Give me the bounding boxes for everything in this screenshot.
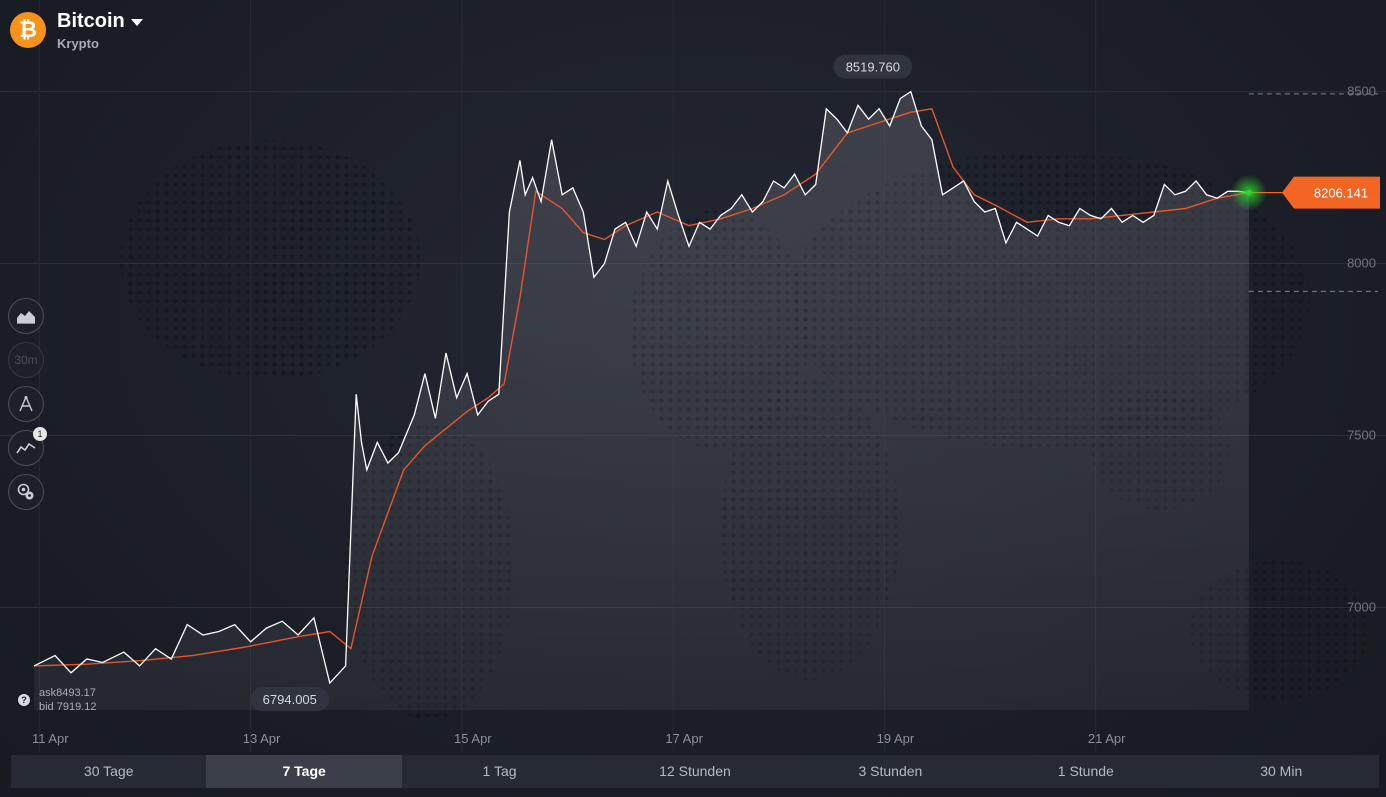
timeframe-label: 30m: [14, 353, 38, 367]
current-price-value: 8206.141: [1314, 186, 1368, 201]
indicators-count-badge: 1: [33, 427, 47, 441]
x-tick-label: 17 Apr: [665, 731, 703, 746]
high-price-label: 8519.760: [833, 54, 913, 79]
moving-average-line: [33, 108, 1250, 667]
help-icon[interactable]: ?: [18, 694, 30, 706]
x-tick-label: 11 Apr: [32, 731, 69, 746]
y-tick-label: 7000: [1347, 599, 1376, 614]
compass-icon: [19, 396, 33, 412]
period-tab-30-tage[interactable]: 30 Tage: [83, 763, 134, 779]
price-line: [33, 90, 1249, 685]
high-price-label-text: 8519.760: [846, 60, 900, 75]
x-tick-label: 21 Apr: [1088, 731, 1126, 746]
chart-axes: 7000 7500 8000 8500 11 Apr 13 Apr 15 Apr 17 Apr…: [32, 84, 1376, 746]
y-tick-label: 8000: [1347, 256, 1376, 271]
drawing-tools-button[interactable]: [8, 386, 44, 422]
current-price-tag: 8206.141: [1282, 176, 1380, 209]
period-tab-1-stunde[interactable]: 1 Stunde: [1057, 763, 1114, 779]
low-price-label-bg: [250, 687, 330, 712]
settings-button[interactable]: [8, 474, 44, 510]
bitcoin-icon: ₿: [10, 12, 46, 48]
y-tick-label: 8500: [1347, 84, 1376, 99]
x-tick-label: 15 Apr: [454, 731, 492, 746]
indicators-button[interactable]: 1: [8, 427, 47, 466]
y-tick-label: 7500: [1347, 427, 1376, 442]
period-tab-30-min[interactable]: 30 Min: [1260, 763, 1303, 779]
asset-selector[interactable]: ₿ Bitcoin Krypto: [10, 8, 143, 51]
quote-panel: ? ask8493.17 bid 7919.12: [18, 686, 97, 714]
bid-price: bid 7919.12: [39, 701, 97, 713]
low-price-label: 6794.005: [250, 687, 330, 712]
asset-category: Krypto: [57, 36, 99, 51]
area-chart-icon: [17, 311, 35, 324]
period-selector: 30 Tage 7 Tage 1 Tag 12 Stunden 3 Stunde…: [11, 755, 1379, 788]
quote-lines: ask8493.17 bid 7919.12: [39, 686, 97, 714]
ask-price: ask8493.17: [39, 687, 96, 699]
asset-name-row[interactable]: Bitcoin: [57, 8, 143, 34]
x-tick-label: 13 Apr: [243, 731, 281, 746]
period-tab-7-tage[interactable]: 7 Tage: [206, 755, 402, 788]
x-tick-label: 19 Apr: [877, 731, 915, 746]
chevron-down-icon[interactable]: [130, 18, 143, 26]
high-price-label-bg: [833, 54, 913, 79]
chart-series: [33, 90, 1267, 711]
low-price-label-text: 6794.005: [263, 692, 317, 707]
live-price-dot: [1245, 189, 1252, 196]
asset-name: Bitcoin: [57, 10, 125, 32]
chart-type-button[interactable]: [8, 298, 44, 334]
period-tab-1-tag[interactable]: 1 Tag: [482, 763, 517, 779]
period-tab-12-stunden[interactable]: 12 Stunden: [659, 763, 731, 779]
asset-info: Bitcoin Krypto: [57, 8, 143, 51]
current-price-tag-bg: [1282, 176, 1380, 209]
chart-tools: 30m 1: [8, 298, 47, 510]
indicators-icon: [16, 442, 36, 454]
chart-labels: 8206.141 8519.760 6794.005: [250, 54, 1380, 712]
gear-icon: [17, 483, 34, 500]
period-tab-3-stunden[interactable]: 3 Stunden: [858, 763, 923, 779]
price-area: [34, 91, 1249, 711]
timeframe-button[interactable]: 30m: [8, 342, 44, 378]
